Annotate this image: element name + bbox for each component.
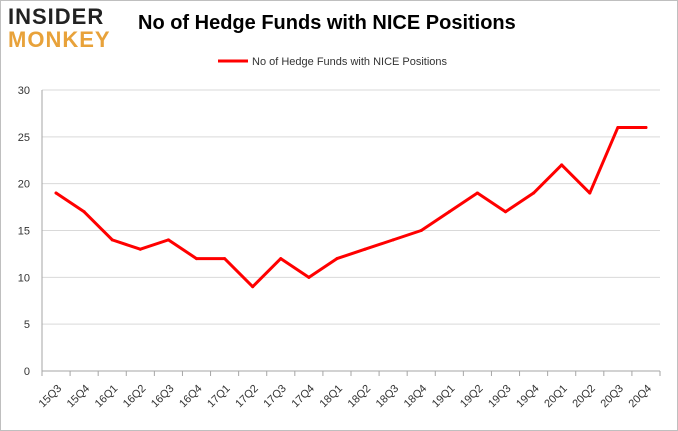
legend-label: No of Hedge Funds with NICE Positions (252, 56, 448, 68)
data-point (110, 238, 114, 242)
x-tick-label: 19Q1 (430, 383, 458, 411)
x-tick-label: 17Q4 (289, 383, 317, 411)
data-point (335, 257, 339, 261)
data-point (82, 210, 86, 214)
x-tick-label: 20Q4 (627, 383, 655, 411)
x-tick-label: 15Q4 (65, 383, 93, 411)
data-point (363, 247, 367, 251)
y-tick-label: 5 (24, 319, 30, 331)
x-tick-label: 19Q3 (486, 383, 514, 411)
x-tick-label: 17Q1 (205, 383, 233, 411)
data-point (307, 275, 311, 279)
y-tick-label: 20 (18, 179, 30, 191)
y-tick-label: 15 (18, 226, 30, 238)
data-point (223, 257, 227, 261)
x-tick-label: 20Q3 (598, 383, 626, 411)
y-tick-label: 0 (24, 366, 30, 378)
x-tick-label: 19Q4 (514, 383, 542, 411)
x-tick-label: 20Q2 (570, 383, 598, 411)
x-tick-label: 19Q2 (458, 383, 486, 411)
data-point (166, 238, 170, 242)
x-tick-label: 16Q4 (177, 383, 205, 411)
x-tick-label: 16Q2 (121, 383, 149, 411)
data-point (138, 247, 142, 251)
y-tick-label: 10 (18, 272, 30, 284)
x-tick-label: 18Q4 (402, 383, 430, 411)
y-tick-label: 30 (18, 85, 30, 97)
x-tick-label: 16Q1 (93, 383, 121, 411)
x-tick-label: 20Q1 (542, 383, 570, 411)
data-point (616, 125, 620, 129)
data-point (251, 285, 255, 289)
data-point (475, 191, 479, 195)
data-point (644, 125, 648, 129)
x-tick-label: 18Q3 (374, 383, 402, 411)
data-point (54, 191, 58, 195)
x-tick-label: 18Q2 (346, 383, 374, 411)
chart-title: No of Hedge Funds with NICE Positions (138, 12, 516, 34)
data-point (560, 163, 564, 167)
logo-line-2: MONKEY (8, 27, 111, 52)
data-point (391, 238, 395, 242)
data-point (504, 210, 507, 214)
x-tick-label: 15Q3 (37, 383, 65, 411)
series-line (54, 125, 648, 289)
data-point (195, 257, 198, 261)
data-point (419, 229, 423, 232)
x-tick-label: 18Q1 (318, 383, 346, 411)
x-tick-label: 17Q2 (233, 383, 261, 411)
y-tick-label: 25 (18, 132, 30, 144)
insider-monkey-logo: INSIDER MONKEY (8, 6, 128, 51)
data-point (447, 210, 451, 214)
data-point (588, 191, 592, 195)
x-tick-label: 16Q3 (149, 383, 177, 411)
logo-line-1: INSIDER (8, 4, 105, 29)
data-point (279, 257, 283, 261)
x-tick-label: 17Q3 (261, 383, 289, 411)
data-point (532, 191, 536, 195)
